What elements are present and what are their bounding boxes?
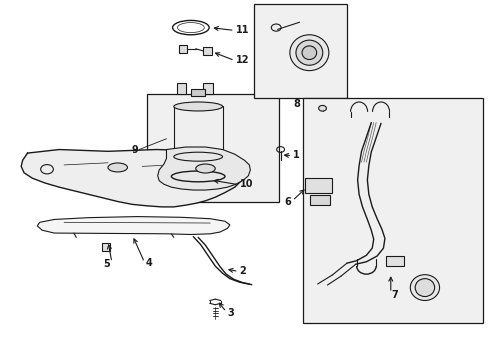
Ellipse shape xyxy=(295,40,322,65)
Bar xyxy=(203,83,212,94)
Text: 2: 2 xyxy=(239,266,246,276)
Text: 8: 8 xyxy=(293,99,300,109)
Bar xyxy=(190,89,205,96)
Text: 4: 4 xyxy=(146,258,152,268)
Polygon shape xyxy=(158,147,250,190)
Bar xyxy=(178,45,187,53)
Bar xyxy=(173,107,222,157)
Text: 5: 5 xyxy=(103,259,110,269)
Text: 10: 10 xyxy=(239,179,253,189)
Text: 3: 3 xyxy=(227,308,234,318)
Bar xyxy=(203,47,211,55)
Bar xyxy=(147,94,278,202)
Bar xyxy=(310,195,329,205)
Bar xyxy=(102,243,110,251)
Text: 9: 9 xyxy=(131,144,138,154)
Ellipse shape xyxy=(108,163,127,172)
Text: 12: 12 xyxy=(236,55,249,65)
Polygon shape xyxy=(37,217,229,234)
Text: 1: 1 xyxy=(293,150,300,160)
Bar xyxy=(254,4,346,98)
Bar xyxy=(303,98,483,323)
Bar xyxy=(176,83,186,94)
Bar xyxy=(385,256,404,266)
Ellipse shape xyxy=(173,152,222,161)
Ellipse shape xyxy=(409,275,439,301)
Ellipse shape xyxy=(302,46,316,59)
Circle shape xyxy=(318,105,326,111)
Ellipse shape xyxy=(173,102,222,111)
Text: 7: 7 xyxy=(391,290,398,300)
Ellipse shape xyxy=(414,279,434,297)
Polygon shape xyxy=(21,149,244,207)
Ellipse shape xyxy=(195,164,215,173)
Text: 6: 6 xyxy=(284,197,290,207)
Ellipse shape xyxy=(289,35,328,71)
Text: 11: 11 xyxy=(236,25,249,35)
Bar xyxy=(305,178,331,193)
